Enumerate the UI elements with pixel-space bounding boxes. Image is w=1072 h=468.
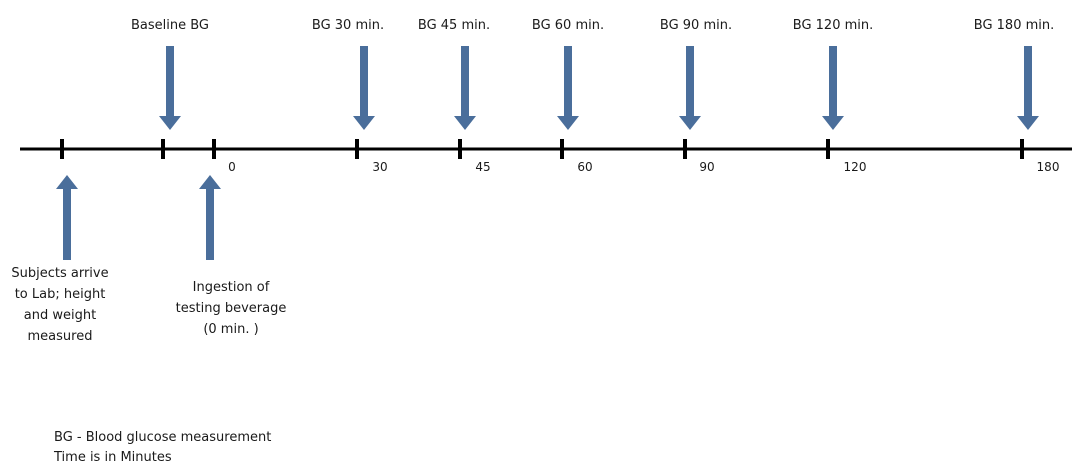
up-arrow-arrival <box>56 175 78 260</box>
measurement-label-3: BG 45 min. <box>418 18 490 33</box>
down-arrow-3 <box>454 46 476 130</box>
tick-label-45: 45 <box>475 160 490 174</box>
measurement-arrows <box>159 46 1039 130</box>
event-arrows <box>56 175 221 260</box>
legend-bg-note: BG - Blood glucose measurement <box>54 430 272 445</box>
measurement-labels: Baseline BG BG 30 min. BG 45 min. BG 60 min… <box>131 18 1054 33</box>
measurement-label-6: BG 120 min. <box>793 18 874 33</box>
arrival-label: Subjects arrive to Lab; height and weight m… <box>11 266 108 344</box>
tick-label-60: 60 <box>577 160 592 174</box>
measurement-label-2: BG 30 min. <box>312 18 384 33</box>
tick-labels: 0 30 45 60 90 120 180 <box>228 160 1059 174</box>
timeline-ticks <box>60 139 1024 159</box>
up-arrow-ingestion <box>199 175 221 260</box>
down-arrow-2 <box>353 46 375 130</box>
down-arrow-7 <box>1017 46 1039 130</box>
measurement-label-1: Baseline BG <box>131 18 209 33</box>
tick-label-90: 90 <box>699 160 714 174</box>
legend-time-note: Time is in Minutes <box>54 450 172 465</box>
down-arrow-4 <box>557 46 579 130</box>
measurement-label-5: BG 90 min. <box>660 18 732 33</box>
ingestion-label: Ingestion of testing beverage (0 min. ) <box>176 280 287 337</box>
event-labels: Subjects arrive to Lab; height and weight m… <box>11 266 286 344</box>
down-arrow-6 <box>822 46 844 130</box>
tick-label-30: 30 <box>372 160 387 174</box>
down-arrow-5 <box>679 46 701 130</box>
tick-label-0: 0 <box>228 160 236 174</box>
measurement-label-4: BG 60 min. <box>532 18 604 33</box>
tick-label-120: 120 <box>844 160 867 174</box>
tick-label-180: 180 <box>1037 160 1060 174</box>
down-arrow-1 <box>159 46 181 130</box>
measurement-label-7: BG 180 min. <box>974 18 1055 33</box>
